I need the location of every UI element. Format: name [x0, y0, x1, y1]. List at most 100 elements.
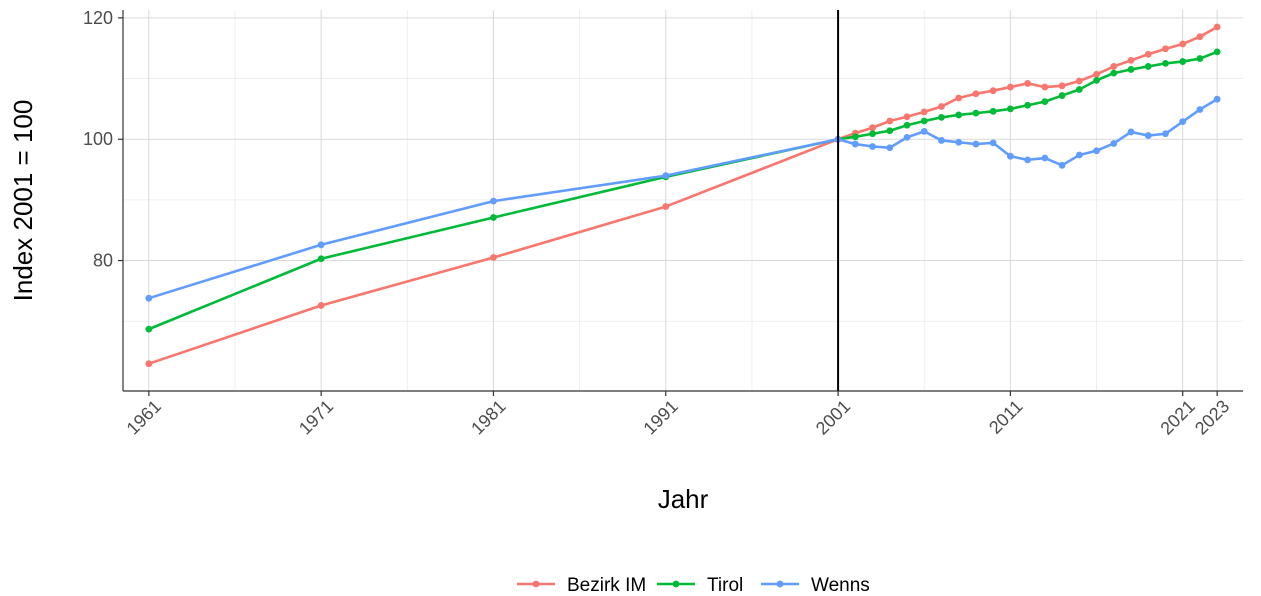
data-point-wenns — [490, 197, 497, 205]
data-point-bezirk-im — [1179, 40, 1187, 48]
data-point-tirol — [903, 121, 911, 129]
data-point-wenns — [1179, 118, 1187, 126]
x-tick-label: 2011 — [985, 396, 1027, 438]
data-point-tirol — [1213, 48, 1221, 56]
data-point-wenns — [1041, 154, 1049, 162]
data-point-bezirk-im — [903, 113, 911, 121]
x-tick-label: 2001 — [812, 396, 854, 438]
data-point-wenns — [920, 127, 928, 135]
data-point-wenns — [1127, 128, 1135, 136]
data-point-tirol — [1058, 92, 1066, 99]
data-point-tirol — [1196, 55, 1204, 62]
data-point-bezirk-im — [1041, 83, 1049, 91]
data-point-wenns — [1024, 156, 1032, 164]
data-point-wenns — [851, 140, 859, 148]
data-point-tirol — [490, 214, 497, 221]
data-point-bezirk-im — [1024, 80, 1032, 87]
series-line-bezirk-im — [147, 25, 1219, 366]
data-point-wenns — [1075, 151, 1083, 159]
data-point-bezirk-im — [955, 94, 963, 102]
data-point-tirol — [1041, 98, 1049, 106]
x-axis-title: Jahr — [658, 484, 709, 514]
data-point-tirol — [1127, 66, 1135, 73]
data-point-bezirk-im — [1110, 63, 1118, 70]
data-point-bezirk-im — [972, 90, 980, 98]
data-point-tirol — [1110, 69, 1118, 77]
data-point-tirol — [938, 113, 945, 121]
data-point-wenns — [1058, 161, 1066, 169]
data-point-wenns — [1196, 106, 1204, 113]
data-point-tirol — [1024, 101, 1032, 109]
data-point-bezirk-im — [938, 103, 945, 110]
data-point-bezirk-im — [490, 254, 497, 261]
data-point-tirol — [989, 107, 997, 115]
data-point-wenns — [1213, 95, 1221, 103]
y-tick-label: 80 — [93, 251, 113, 271]
legend-swatch-point-wenns — [776, 580, 784, 588]
data-point-bezirk-im — [145, 360, 153, 368]
data-point-wenns — [1006, 152, 1014, 160]
data-point-bezirk-im — [1127, 56, 1135, 64]
legend: Bezirk IM Tirol Wenns — [517, 575, 870, 596]
data-point-wenns — [1144, 132, 1152, 139]
x-tick-label: 1971 — [295, 396, 337, 438]
series-layer — [145, 23, 1221, 368]
data-point-bezirk-im — [1144, 50, 1152, 58]
data-point-wenns — [903, 134, 911, 141]
data-point-wenns — [145, 294, 153, 302]
data-point-tirol — [851, 133, 859, 141]
y-tick-label: 100 — [83, 129, 113, 149]
data-point-bezirk-im — [920, 108, 928, 116]
data-point-bezirk-im — [1196, 33, 1204, 41]
data-point-tirol — [1144, 63, 1152, 70]
data-point-wenns — [886, 144, 894, 152]
x-tick-label: 1961 — [123, 396, 165, 438]
data-point-wenns — [662, 172, 670, 180]
axis-frame — [122, 10, 1243, 392]
data-point-tirol — [1162, 59, 1169, 67]
y-axis-title: Index 2001 = 100 — [8, 100, 38, 302]
data-point-tirol — [955, 111, 963, 119]
data-point-wenns — [1093, 147, 1100, 155]
data-point-bezirk-im — [1093, 70, 1100, 78]
x-tick-label: 1981 — [467, 396, 509, 438]
data-point-bezirk-im — [662, 203, 670, 210]
series-line-tirol — [147, 50, 1219, 331]
data-point-tirol — [1075, 86, 1083, 93]
y-axis-ticks: 80 100 120 — [83, 8, 123, 271]
x-tick-label: 2023 — [1191, 396, 1233, 438]
data-point-bezirk-im — [1006, 83, 1014, 91]
data-point-tirol — [886, 127, 894, 135]
data-point-bezirk-im — [1075, 77, 1083, 85]
legend-swatch-point-bezirk-im — [532, 580, 540, 588]
legend-label-tirol: Tirol — [707, 575, 743, 596]
data-point-tirol — [920, 117, 928, 125]
y-tick-label: 120 — [83, 8, 113, 28]
data-point-wenns — [869, 143, 876, 150]
data-point-tirol — [1093, 76, 1100, 84]
data-point-wenns — [955, 138, 963, 146]
data-point-tirol — [145, 325, 153, 333]
x-tick-label: 1991 — [640, 396, 682, 438]
data-point-tirol — [1179, 58, 1187, 65]
data-point-bezirk-im — [869, 124, 876, 132]
data-point-bezirk-im — [317, 302, 325, 309]
data-point-wenns — [317, 241, 325, 249]
data-point-bezirk-im — [989, 87, 997, 95]
data-point-tirol — [972, 109, 980, 117]
data-point-wenns — [989, 139, 997, 147]
legend-swatch-point-tirol — [672, 580, 680, 588]
data-point-wenns — [1110, 140, 1118, 147]
data-point-wenns — [972, 140, 980, 148]
data-point-wenns — [1162, 130, 1169, 138]
x-tick-label: 2021 — [1156, 396, 1198, 438]
data-point-bezirk-im — [1162, 45, 1169, 53]
legend-label-bezirk-im: Bezirk IM — [567, 575, 646, 596]
data-point-wenns — [938, 137, 945, 144]
data-point-tirol — [1006, 105, 1014, 113]
data-point-bezirk-im — [886, 117, 894, 125]
data-point-bezirk-im — [1058, 82, 1066, 90]
legend-label-wenns: Wenns — [811, 575, 870, 596]
